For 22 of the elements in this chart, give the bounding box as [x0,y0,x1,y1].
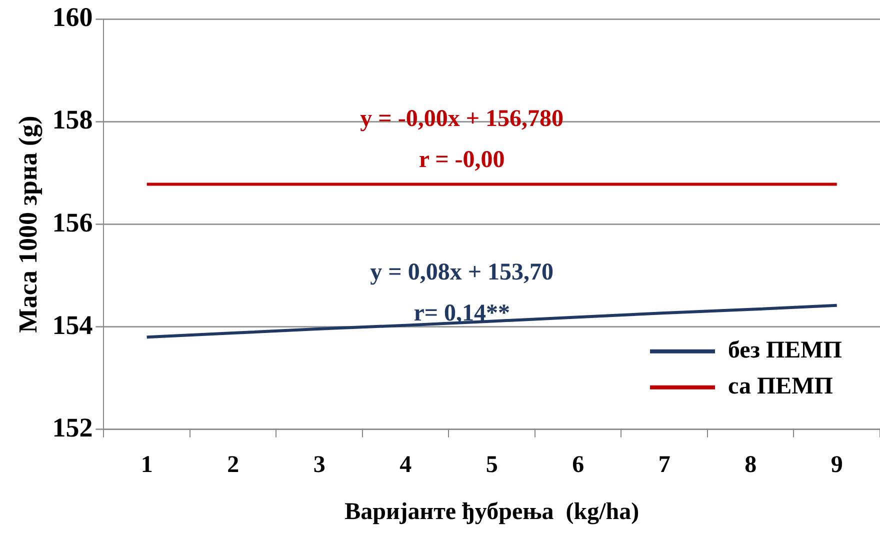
x-tick-label: 3 [313,452,326,478]
x-tick-label: 5 [486,452,498,478]
annotation: r = -0,00 [418,146,505,173]
y-tick-label: 160 [52,2,93,32]
annotation: y = -0,00x + 156,780 [360,106,564,132]
y-tick-label: 156 [52,207,93,238]
legend-label: са ПЕМП [728,374,834,400]
annotation: y = 0,08x + 153,70 [370,260,554,286]
annotation: r= 0,14** [414,300,510,327]
legend-label: без ПЕМП [728,338,842,364]
y-axis-title: Маса 1000 зрна (g) [13,116,42,333]
y-tick-label: 152 [52,412,93,442]
x-tick-label: 8 [744,452,757,478]
x-tick-label: 1 [140,452,153,478]
x-tick-label: 9 [830,452,843,478]
y-tick-label: 158 [52,104,93,135]
x-tick-label: 4 [400,452,412,478]
x-tick-label: 2 [227,452,240,478]
x-axis-title: Варијанте ђубрења (kg/ha) [344,498,640,525]
x-tick-label: 7 [658,452,670,478]
y-tick-label: 154 [52,310,93,340]
x-tick-label: 6 [572,452,584,478]
